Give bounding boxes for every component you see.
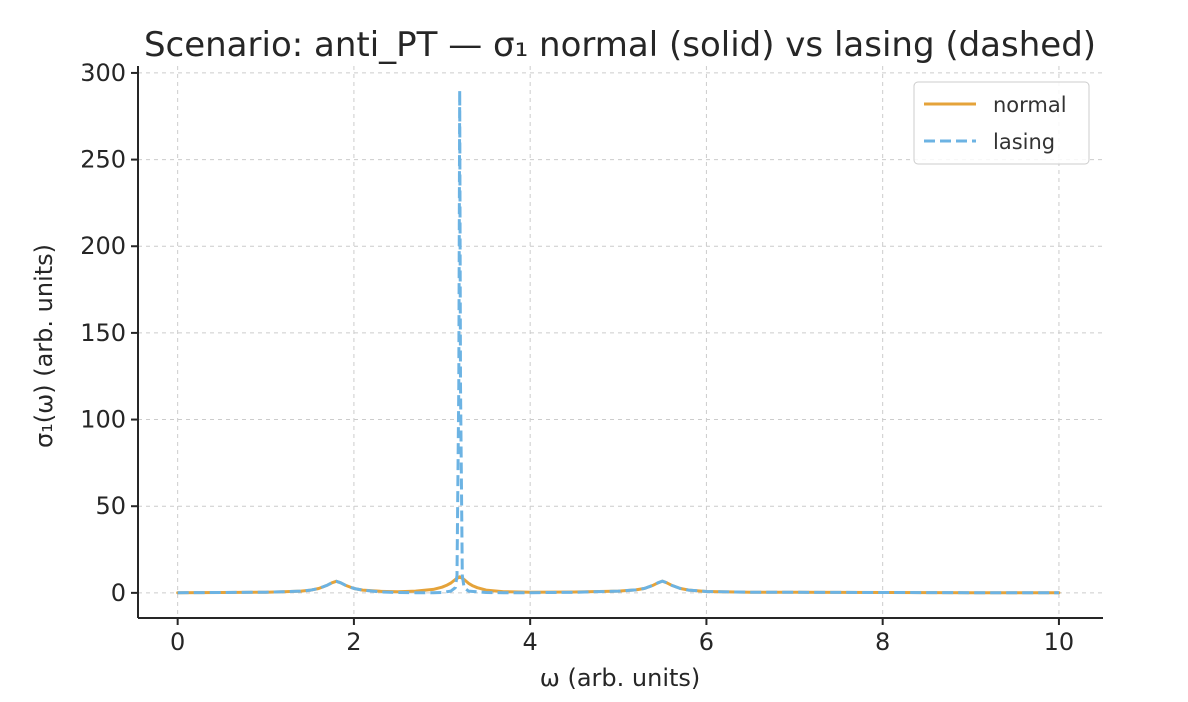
axes — [137, 66, 1103, 619]
x-tick-label: 4 — [523, 628, 538, 656]
y-tick-label: 200 — [80, 232, 126, 260]
x-tick-label: 0 — [170, 628, 185, 656]
x-tick-label: 10 — [1044, 628, 1075, 656]
series-layer — [176, 88, 1061, 595]
y-tick-label: 0 — [111, 579, 126, 607]
y-tick-label: 150 — [80, 319, 126, 347]
y-axis-label: σ₁(ω) (arb. units) — [30, 244, 58, 448]
chart-title: Scenario: anti_PT — σ₁ normal (solid) vs… — [144, 25, 1096, 65]
x-tick-label: 2 — [346, 628, 361, 656]
y-ticks: 0 50 100 150 200 250 300 — [80, 59, 138, 607]
legend-label-lasing: lasing — [993, 130, 1055, 154]
series-line-lasing — [177, 88, 1059, 595]
x-ticks: 0 2 4 6 8 10 — [170, 618, 1074, 656]
y-tick-label: 50 — [95, 492, 126, 520]
y-tick-label: 100 — [80, 406, 126, 434]
legend: normal lasing — [913, 81, 1090, 165]
x-axis-label: ω (arb. units) — [540, 664, 701, 692]
y-tick-label: 250 — [80, 146, 126, 174]
x-tick-label: 8 — [875, 628, 890, 656]
y-tick-label: 300 — [80, 59, 126, 87]
legend-entries: normal lasing — [924, 93, 1067, 154]
x-tick-label: 6 — [699, 628, 714, 656]
legend-label-normal: normal — [993, 93, 1067, 117]
